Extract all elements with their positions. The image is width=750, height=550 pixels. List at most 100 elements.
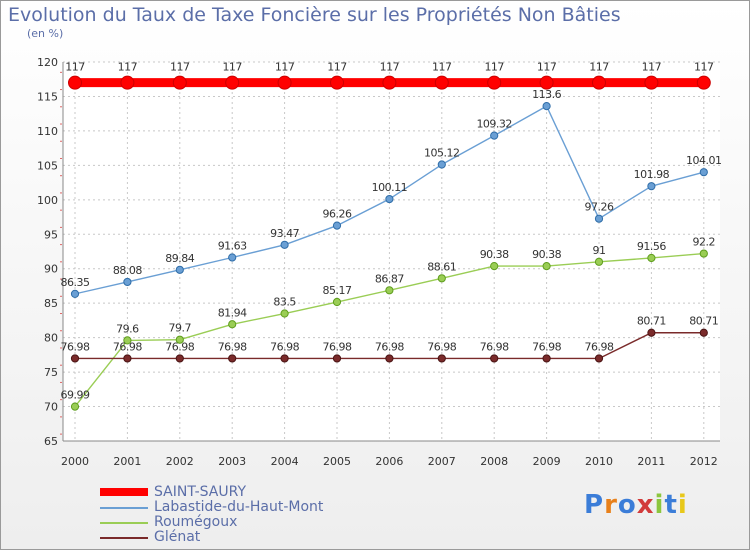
data-point [487,75,502,90]
data-point [647,182,656,191]
y-tick-label: 90 [44,263,58,276]
data-label: 76.98 [427,340,456,353]
data-point [120,75,135,90]
data-label: 80.71 [637,315,666,328]
data-point [382,75,397,90]
plot-area [63,62,720,441]
data-point [228,354,237,363]
data-label: 117 [118,61,138,74]
data-point [437,160,446,169]
logo-letter: x [636,490,655,520]
legend-label: SAINT-SAURY [154,484,246,500]
data-label: 117 [642,61,662,74]
data-label: 90.38 [480,248,509,261]
data-label: 91.63 [218,239,247,252]
data-label: 101.98 [634,168,670,181]
legend-swatch [100,507,148,509]
x-tick-label: 2004 [271,455,299,468]
data-label: 76.98 [218,340,247,353]
data-point [68,75,82,90]
y-tick-label: 105 [37,159,58,172]
data-label: 85.17 [323,284,352,297]
data-label: 117 [694,61,714,74]
data-label: 76.98 [61,340,90,353]
data-point [70,289,80,298]
data-label: 117 [170,61,190,74]
data-point [385,354,394,363]
data-point [280,354,289,363]
data-label: 79.6 [116,322,139,335]
data-point [696,75,711,90]
data-point [542,354,551,363]
data-label: 76.98 [165,340,194,353]
data-point [647,328,656,337]
data-point [539,75,554,90]
chart-title: Evolution du Taux de Taxe Foncière sur l… [8,4,621,26]
data-label: 105.12 [424,147,460,160]
legend-item-roumegoux: Roumégoux [100,514,400,530]
data-point [699,168,708,177]
data-label: 117 [65,61,85,74]
y-tick-label: 80 [44,332,58,345]
logo-letter: P [584,490,605,520]
data-label: 88.61 [427,260,456,273]
x-tick-label: 2007 [428,455,456,468]
data-point [490,354,499,363]
data-label: 76.98 [113,340,142,353]
y-tick-label: 115 [37,90,58,103]
x-tick-label: 2012 [690,455,718,468]
data-label: 83.5 [273,296,296,309]
data-point [228,253,237,262]
data-point [175,354,184,363]
legend-label: Glénat [154,529,201,545]
x-tick-label: 2010 [585,455,613,468]
data-point [592,75,606,90]
data-point [699,249,708,258]
data-point [172,75,187,90]
logo-letter: r [604,490,618,520]
data-point [228,320,237,329]
data-label: 86.35 [61,276,90,289]
data-label: 81.94 [218,306,247,319]
data-label: 109.32 [476,118,512,131]
x-tick-label: 2003 [218,455,246,468]
data-point [434,75,449,90]
data-point [330,75,344,90]
legend-swatch [100,522,148,524]
data-point [490,262,499,271]
legend-swatch [100,537,148,539]
y-tick-label: 100 [37,194,58,207]
data-point [225,75,240,90]
y-tick-label: 85 [44,297,58,310]
data-point [594,214,604,223]
data-label: 117 [222,61,242,74]
data-label: 117 [432,61,452,74]
data-point [332,354,342,363]
logo-letter: t [664,490,678,520]
data-label: 117 [589,61,609,74]
data-point [385,194,394,204]
data-label: 86.87 [375,272,404,285]
data-label: 69.99 [61,389,90,402]
data-point [123,336,132,345]
data-point [542,102,551,111]
x-tick-label: 2011 [637,455,665,468]
data-label: 80.71 [689,315,718,328]
data-point [123,277,132,287]
legend-swatch [100,488,148,496]
data-point [70,354,80,363]
data-point [175,265,184,274]
x-tick-label: 2008 [480,455,508,468]
data-label: 76.98 [585,340,614,353]
data-point [385,286,394,295]
data-point [175,335,184,344]
data-label: 76.98 [480,340,509,353]
legend: SAINT-SAURY Labastide-du-Haut-Mont Roumé… [100,484,400,545]
data-point [332,221,342,230]
y-tick-label: 65 [44,435,58,448]
y-unit-label: (en %) [27,27,64,40]
data-label: 76.98 [532,340,561,353]
x-tick-label: 2001 [113,455,141,468]
legend-item-labastide: Labastide-du-Haut-Mont [100,499,400,515]
